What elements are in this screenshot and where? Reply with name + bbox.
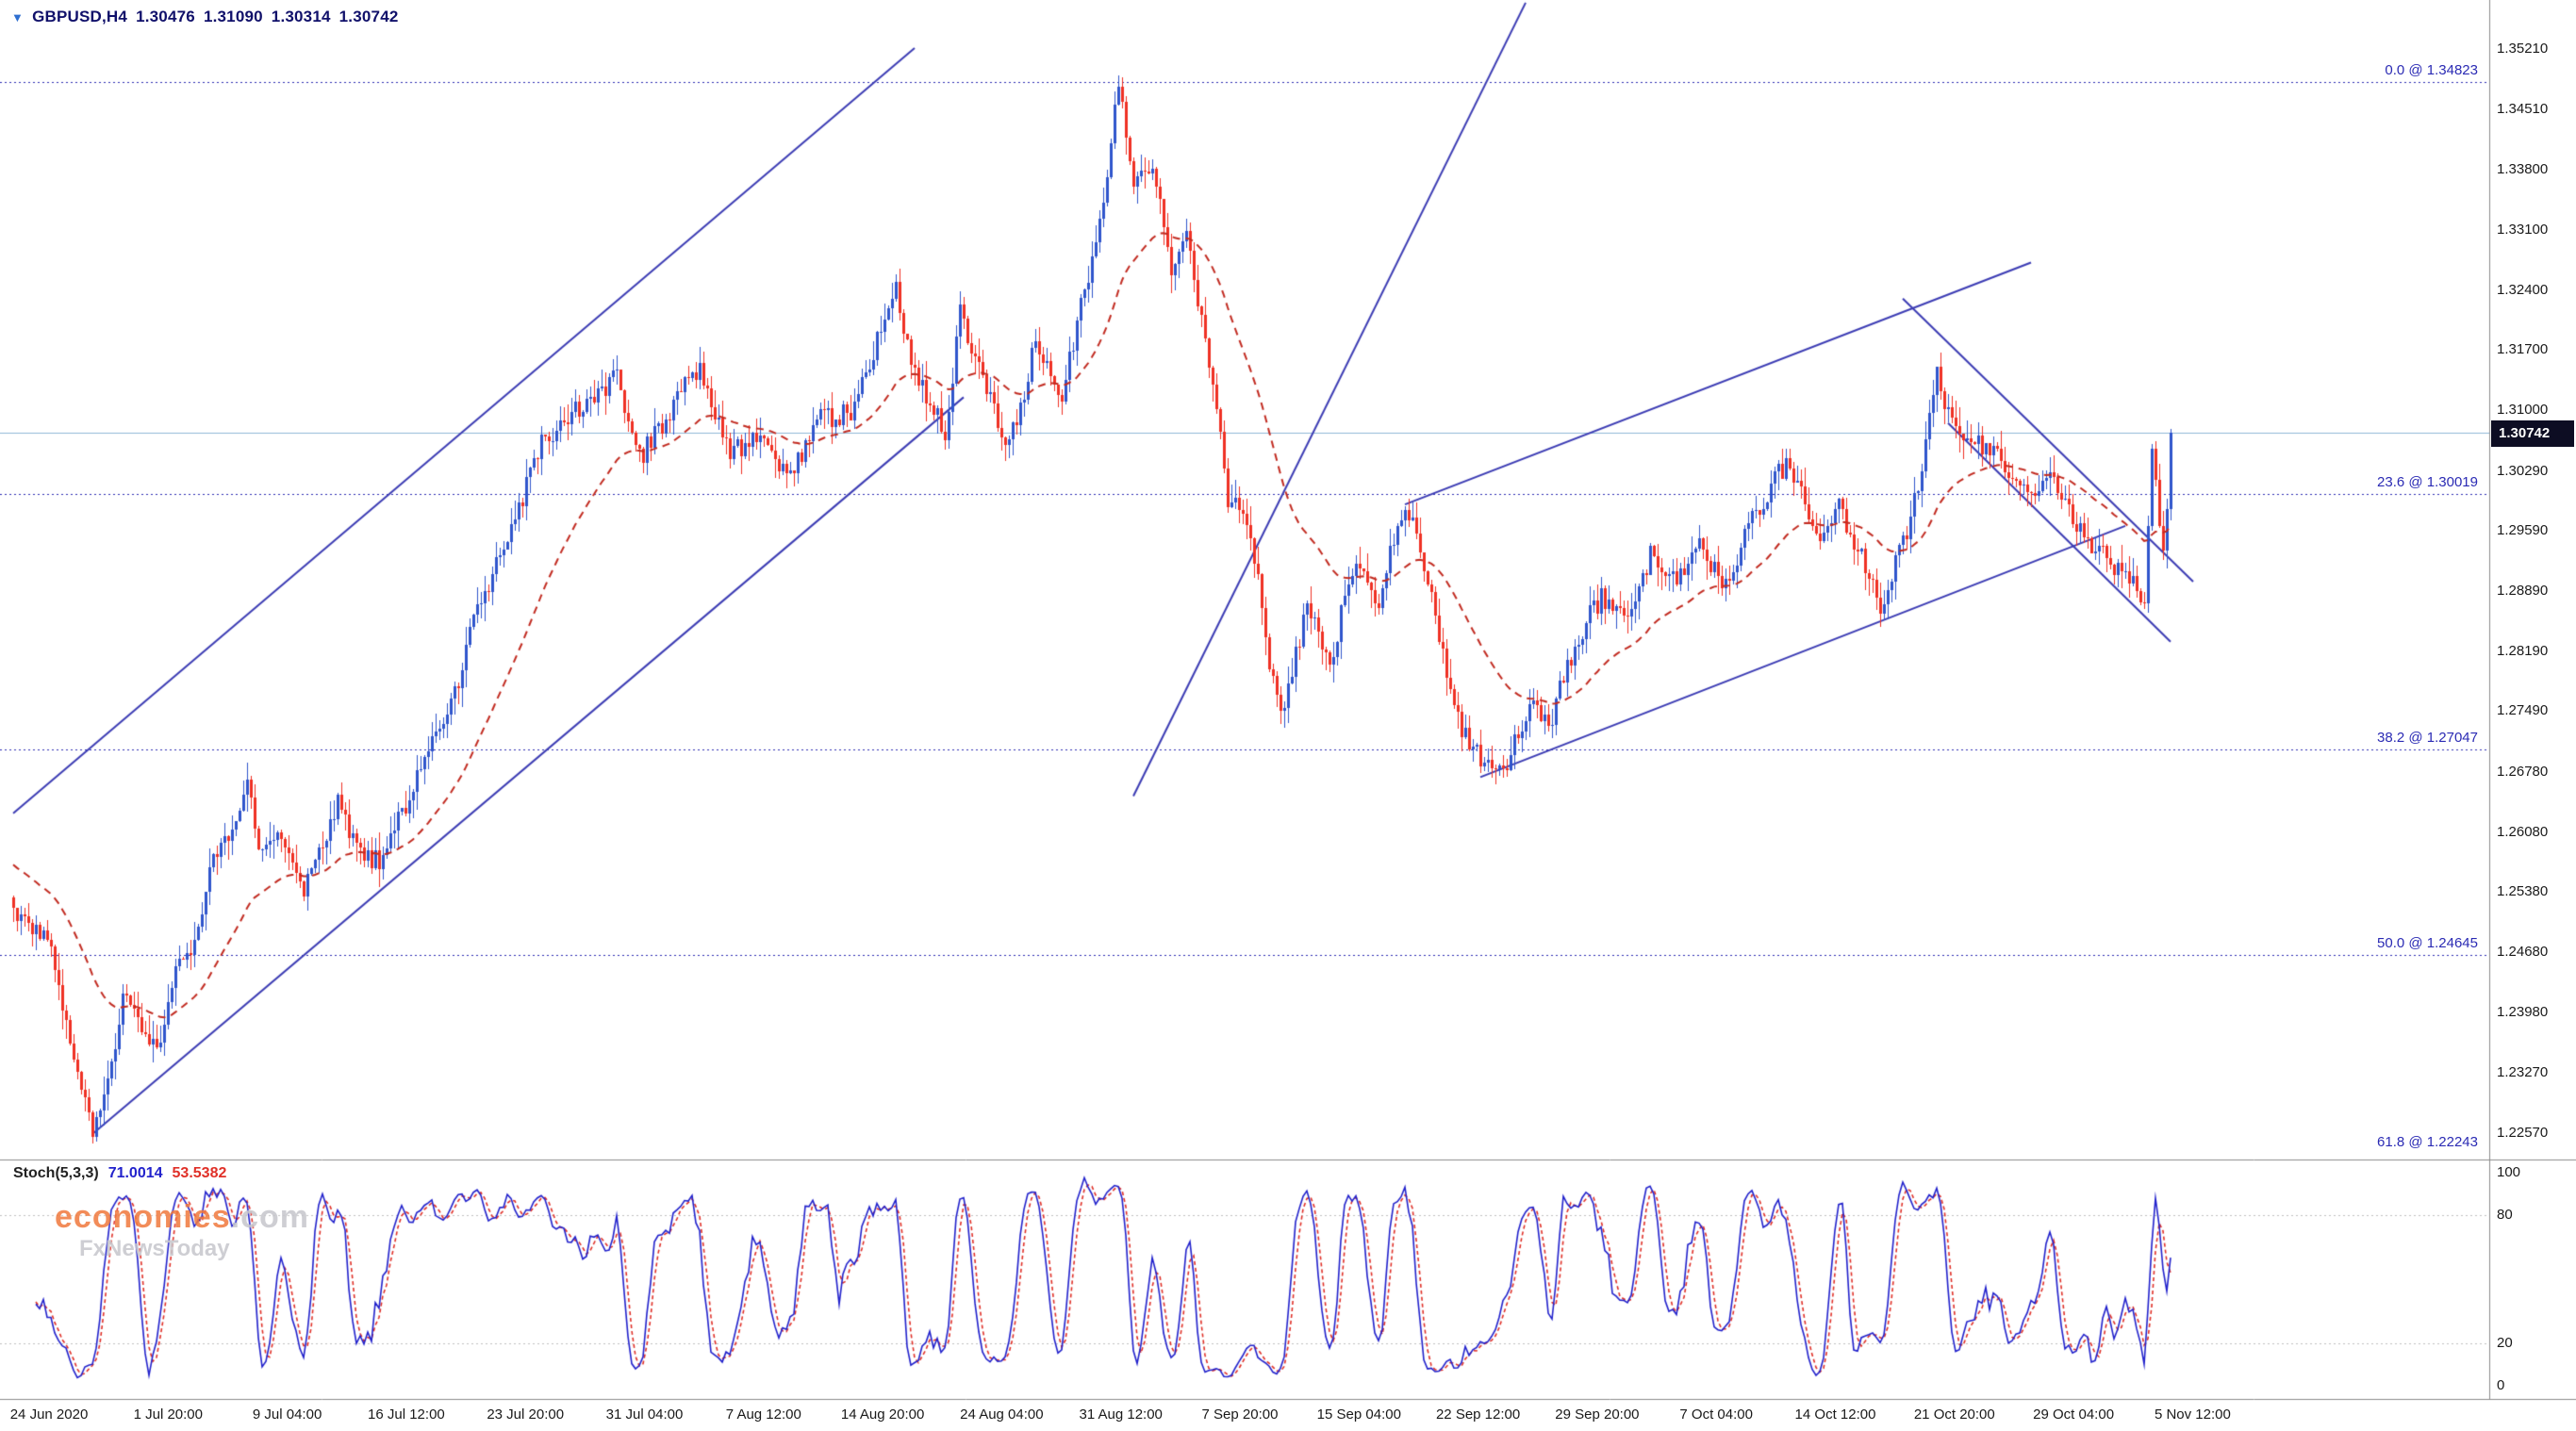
price-tick-label: 1.33100 <box>2497 222 2549 238</box>
time-tick-label: 24 Aug 04:00 <box>960 1406 1044 1423</box>
price-tick-label: 1.24680 <box>2497 944 2549 960</box>
watermark-tagline: FxNewsToday <box>79 1236 230 1262</box>
fib-level-label: 23.6 @ 1.30019 <box>2377 474 2478 490</box>
price-tick-label: 1.31000 <box>2497 402 2549 418</box>
price-tick-label: 1.33800 <box>2497 161 2549 177</box>
time-tick-label: 22 Sep 12:00 <box>1435 1406 1521 1423</box>
fib-level-label: 50.0 @ 1.24645 <box>2377 935 2478 951</box>
bar-open: 1.30476 <box>136 8 195 25</box>
time-tick-label: 14 Aug 20:00 <box>840 1406 925 1423</box>
symbol-title: ▼ GBPUSD,H4 1.30476 1.31090 1.30314 1.30742 <box>11 8 407 26</box>
time-tick-label: 5 Nov 12:00 <box>2154 1406 2231 1423</box>
time-tick-label: 7 Oct 04:00 <box>1679 1406 1753 1423</box>
stoch-tick-label: 100 <box>2497 1164 2521 1180</box>
watermark-brand-text: economies <box>55 1199 231 1235</box>
time-tick-label: 29 Oct 04:00 <box>2033 1406 2115 1423</box>
time-tick-label: 9 Jul 04:00 <box>252 1406 322 1423</box>
time-tick-label: 7 Sep 20:00 <box>1201 1406 1279 1423</box>
bar-low: 1.30314 <box>271 8 331 25</box>
time-tick-label: 16 Jul 12:00 <box>368 1406 445 1423</box>
fib-level-label: 0.0 @ 1.34823 <box>2385 62 2478 78</box>
stoch-name: Stoch(5,3,3) <box>13 1165 99 1181</box>
price-tick-label: 1.28190 <box>2497 643 2549 659</box>
price-tick-label: 1.26780 <box>2497 764 2549 780</box>
current-price-badge: 1.30742 <box>2491 419 2574 447</box>
price-tick-label: 1.28890 <box>2497 583 2549 599</box>
time-tick-label: 31 Aug 12:00 <box>1079 1406 1163 1423</box>
price-tick-label: 1.31700 <box>2497 341 2549 357</box>
symbol-name: GBPUSD,H4 <box>32 8 128 25</box>
time-tick-label: 14 Oct 12:00 <box>1794 1406 1876 1423</box>
time-tick-label: 23 Jul 20:00 <box>487 1406 565 1423</box>
price-tick-label: 1.29590 <box>2497 522 2549 538</box>
bar-close: 1.30742 <box>339 8 399 25</box>
time-tick-label: 24 Jun 2020 <box>9 1406 89 1423</box>
stoch-tick-label: 20 <box>2497 1335 2513 1351</box>
stoch-d-value: 53.5382 <box>172 1165 227 1181</box>
fib-level-label: 61.8 @ 1.22243 <box>2377 1134 2478 1150</box>
price-tick-label: 1.23980 <box>2497 1004 2549 1020</box>
price-tick-label: 1.26080 <box>2497 824 2549 840</box>
stoch-k-value: 71.0014 <box>107 1165 163 1181</box>
symbol-triangle-icon: ▼ <box>11 10 25 25</box>
price-tick-label: 1.23270 <box>2497 1064 2549 1080</box>
bar-high: 1.31090 <box>203 8 263 25</box>
time-tick-label: 7 Aug 12:00 <box>725 1406 801 1423</box>
price-tick-label: 1.25380 <box>2497 883 2549 899</box>
watermark-logo: economies.com FxNewsToday <box>55 1199 309 1262</box>
stoch-tick-label: 0 <box>2497 1377 2505 1393</box>
price-tick-label: 1.22570 <box>2497 1125 2549 1141</box>
time-tick-label: 1 Jul 20:00 <box>133 1406 203 1423</box>
time-tick-label: 29 Sep 20:00 <box>1555 1406 1640 1423</box>
watermark-brand-suffix: .com <box>230 1199 309 1235</box>
price-tick-label: 1.35210 <box>2497 41 2549 57</box>
time-tick-label: 21 Oct 20:00 <box>1913 1406 1995 1423</box>
watermark-brand: economies.com <box>55 1199 309 1236</box>
price-tick-label: 1.27490 <box>2497 702 2549 718</box>
stoch-tick-label: 80 <box>2497 1207 2513 1223</box>
price-tick-label: 1.30290 <box>2497 463 2549 479</box>
time-tick-label: 31 Jul 04:00 <box>605 1406 684 1423</box>
price-tick-label: 1.34510 <box>2497 101 2549 117</box>
time-tick-label: 15 Sep 04:00 <box>1316 1406 1401 1423</box>
fib-level-label: 38.2 @ 1.27047 <box>2377 730 2478 746</box>
price-tick-label: 1.32400 <box>2497 282 2549 298</box>
stochastic-label: Stoch(5,3,3) 71.0014 53.5382 <box>13 1165 236 1182</box>
